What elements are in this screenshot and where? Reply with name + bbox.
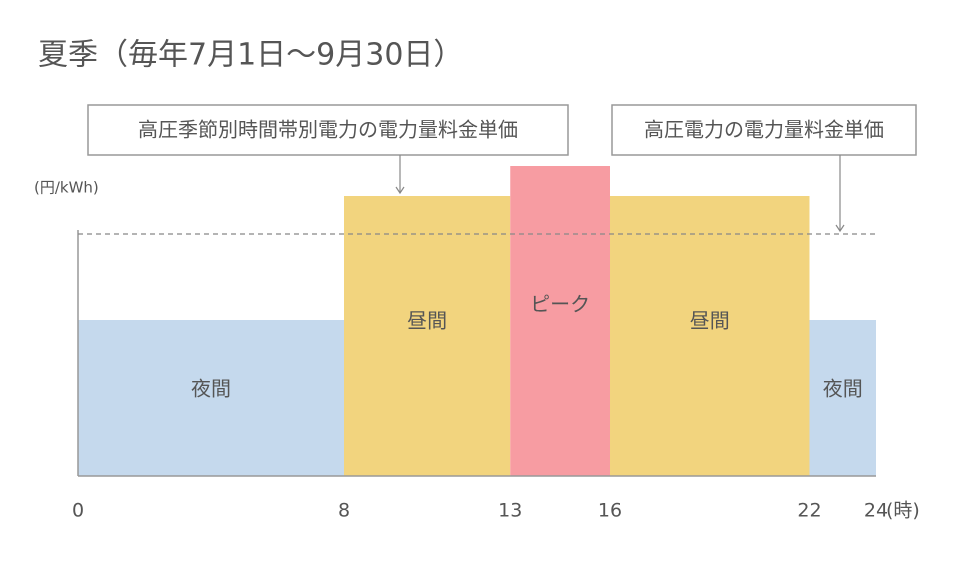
- x-tick-label: 8: [338, 500, 350, 522]
- x-tick-label: 13: [498, 500, 522, 522]
- bar-label: 昼間: [407, 309, 447, 333]
- arrow-head: [395, 186, 405, 195]
- annotation: 高圧季節別時間帯別電力の電力量料金単価: [138, 118, 518, 142]
- annotation-box: [87, 104, 569, 156]
- bar-label: 夜間: [191, 377, 231, 401]
- arrow-head: [835, 224, 845, 233]
- bar: [510, 166, 610, 476]
- x-tick-label: 16: [598, 500, 622, 522]
- chart-title: 夏季（毎年7月1日～9月30日）: [38, 38, 463, 73]
- bar-label: 夜間: [823, 377, 863, 401]
- bar-label: 昼間: [690, 309, 730, 333]
- x-tick-label: 0: [72, 500, 84, 522]
- x-axis-label: (時): [886, 500, 920, 522]
- bar: [344, 196, 511, 476]
- bar: [610, 196, 810, 476]
- annotation-box: [611, 104, 917, 156]
- x-tick-label: 24: [864, 500, 888, 522]
- annotation: 高圧電力の電力量料金単価: [644, 118, 884, 142]
- bar: [78, 320, 344, 476]
- y-axis-label: (円/kWh): [34, 179, 99, 197]
- bar: [809, 320, 876, 476]
- x-tick-label: 22: [797, 500, 821, 522]
- bar-label: ピーク: [530, 292, 590, 316]
